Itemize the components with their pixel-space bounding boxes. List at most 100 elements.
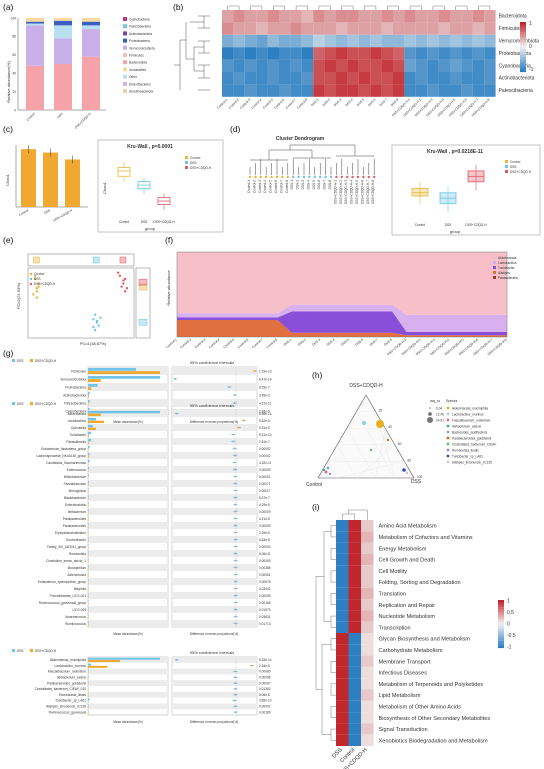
panel-label-f: (f) (165, 235, 173, 245)
i-heat-cell (336, 689, 349, 701)
i-heat-cell (361, 621, 374, 633)
g-bar-dss (88, 578, 89, 582)
f-xtick: DSS-3 (311, 338, 321, 347)
d-box (411, 187, 429, 197)
b-heat-cell (336, 84, 348, 97)
b-heat-cell (393, 34, 405, 48)
g-bar-cdqd (88, 532, 89, 536)
g-bar-dss (88, 663, 92, 666)
f-legend-label: Akkermansia (498, 256, 517, 260)
b-heat-cell (438, 47, 450, 60)
g-pvalue: 9.51e-9 (259, 426, 270, 430)
b-heat-cell (484, 10, 496, 23)
g-taxon-label: Akkermansia_muciniphila (50, 658, 86, 662)
g-pvalue: 0.00165 (259, 601, 271, 605)
f-ylabel: Relative abundance (166, 270, 171, 306)
h-axis-tick: 100 (417, 475, 423, 479)
b-heat-cell (336, 10, 348, 23)
g-bar-dss (88, 438, 92, 442)
b-heat-cell (370, 47, 382, 60)
i-scale-label: -1 (507, 645, 512, 651)
i-heat-cell (348, 587, 361, 600)
i-row-label: Carbohydrate Metabolism (379, 648, 443, 654)
e-side-box (138, 319, 148, 326)
a-legend-swatch (123, 67, 127, 72)
a-ytick: 80 (12, 35, 16, 39)
g-legend-swatch-dss (12, 402, 15, 405)
g-pvalue: 0.00080 (259, 670, 271, 674)
b-heat-cell (472, 10, 485, 23)
g-bar-cdqd (88, 490, 89, 494)
g-pvalue: 0.03631 (259, 615, 271, 619)
b-heat-cell (358, 10, 371, 23)
d-leaf-label: DSS-8 (328, 180, 332, 190)
b-heat-cell (461, 10, 473, 23)
g-xlabel-right: Difference in mean proportions(%) (190, 632, 239, 636)
panel-label-e: (e) (3, 235, 14, 245)
b-scale-cell (520, 59, 526, 63)
h-grid-line (356, 444, 395, 479)
g-taxon-label: Cyanobacteria (65, 410, 86, 414)
b-heat-cell (427, 22, 439, 35)
i-heat-cell (348, 734, 361, 746)
g-taxon-label: Turicibacter_sp_LA61 (55, 699, 86, 703)
g-row-band (172, 424, 257, 431)
g-row-band (172, 438, 257, 445)
b-row-dendrogram (174, 15, 210, 91)
panel-label-d: (d) (230, 124, 241, 134)
i-heat-cell (336, 678, 349, 690)
h-grid-line (346, 428, 376, 479)
b-heat-cell (404, 84, 416, 97)
g-bar-cdqd (88, 518, 89, 522)
g-row-band (88, 550, 168, 557)
f-legend-swatch (493, 271, 496, 274)
b-heat-cell (370, 59, 382, 72)
g-pvalue: 0.00002 (259, 447, 271, 451)
h-triangle (317, 394, 415, 479)
g-taxon-label: Ruminococcus_gauvreauii (49, 710, 87, 714)
g-taxon-label: Prevotellaceae_UCG-001 (50, 594, 87, 598)
g-pvalue: 8.06e-8 (259, 552, 270, 556)
b-scale-cell (520, 27, 526, 30)
b-heat-cell (301, 59, 314, 72)
panel-label-h: (h) (312, 370, 323, 380)
g-taxon-label: Lachnospiraceae_NK4A136_group (36, 454, 86, 458)
b-heat-cell (256, 59, 268, 72)
g-bar-dss (88, 543, 89, 547)
d-leaf-marker (248, 175, 252, 179)
a-bar-segment (26, 21, 44, 24)
d-legend-swatch (505, 170, 508, 173)
e-point (97, 324, 100, 327)
h-axis-tick: 60 (398, 442, 402, 446)
g-bar-dss (88, 375, 160, 379)
e-point (93, 329, 97, 332)
i-heat-cell (336, 531, 349, 543)
i-heat-cell (361, 666, 374, 679)
i-row-label: Lipid Metabolism (379, 693, 421, 699)
b-scale-cell (520, 57, 526, 60)
b-heat-cell (301, 10, 314, 23)
b-heat-cell (290, 47, 302, 60)
h-species-key (446, 448, 450, 452)
g-row-band (88, 367, 168, 375)
b-heat-cell (381, 10, 393, 23)
b-heat-cell (222, 47, 234, 60)
a-bar-segment (26, 25, 44, 66)
g-pvalue: 0.01713 (259, 622, 271, 626)
b-heat-cell (267, 59, 279, 72)
d-leaf-label: Control-6 (274, 180, 278, 193)
b-heat-cell (313, 34, 325, 48)
e-point (92, 325, 95, 329)
g-row-band (88, 399, 168, 407)
e-point (35, 296, 39, 299)
a-legend-label: Unclassified (129, 68, 146, 72)
a-xtick: DSS (56, 112, 63, 119)
f-xtick: Control-6 (237, 338, 250, 350)
d-leaf-marker (329, 175, 333, 179)
d-leaf-label: Control-1 (247, 180, 251, 193)
b-heat-cell (415, 59, 428, 72)
g-row-band (88, 480, 168, 487)
g-row-band (88, 703, 168, 710)
d-leaf-marker (254, 175, 257, 179)
